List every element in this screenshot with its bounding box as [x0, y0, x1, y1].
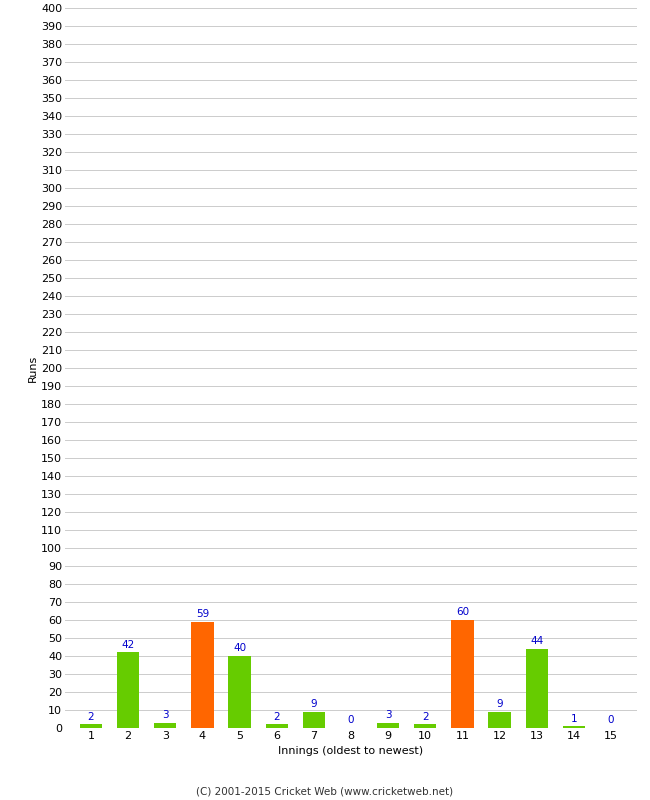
Text: 40: 40: [233, 643, 246, 654]
Text: 59: 59: [196, 609, 209, 619]
Bar: [488, 712, 511, 728]
Text: 2: 2: [274, 712, 280, 722]
Text: 9: 9: [496, 699, 503, 709]
Bar: [191, 622, 214, 728]
Text: 60: 60: [456, 607, 469, 618]
Bar: [563, 726, 585, 728]
Text: 0: 0: [348, 715, 354, 726]
Text: 42: 42: [122, 640, 135, 650]
Bar: [414, 725, 436, 728]
Bar: [377, 722, 399, 728]
Text: 44: 44: [530, 636, 543, 646]
Bar: [266, 725, 288, 728]
Text: 1: 1: [571, 714, 577, 723]
Bar: [154, 722, 176, 728]
Bar: [526, 649, 548, 728]
Bar: [80, 725, 102, 728]
Bar: [228, 656, 251, 728]
Bar: [303, 712, 325, 728]
Text: 3: 3: [162, 710, 168, 720]
X-axis label: Innings (oldest to newest): Innings (oldest to newest): [278, 746, 424, 756]
Text: 0: 0: [608, 715, 614, 726]
Text: 2: 2: [422, 712, 428, 722]
Bar: [451, 620, 474, 728]
Y-axis label: Runs: Runs: [28, 354, 38, 382]
Text: 9: 9: [311, 699, 317, 709]
Text: (C) 2001-2015 Cricket Web (www.cricketweb.net): (C) 2001-2015 Cricket Web (www.cricketwe…: [196, 786, 454, 796]
Bar: [117, 653, 139, 728]
Text: 3: 3: [385, 710, 391, 720]
Text: 2: 2: [88, 712, 94, 722]
